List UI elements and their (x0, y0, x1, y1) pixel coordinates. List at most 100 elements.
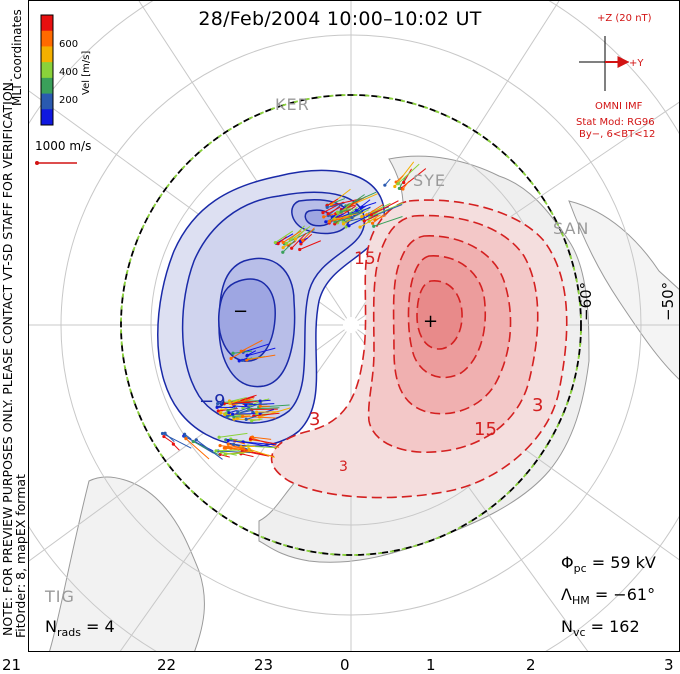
velocity-vector (337, 207, 351, 213)
site-label-tig: TIG (45, 587, 75, 606)
velocity-vector-origin (224, 411, 228, 416)
velocity-vector (275, 230, 294, 244)
velocity-vector-origin (251, 410, 255, 414)
velocity-vector (282, 230, 302, 243)
velocity-vector (249, 448, 275, 458)
stat-phi-sub: pc (573, 562, 587, 576)
velocity-vector (232, 413, 256, 415)
velocity-vector (234, 405, 251, 408)
velocity-vector-origin (236, 410, 240, 414)
colorbar-border (40, 14, 54, 126)
fit-order-note: FitOrder: 8, mapEX format (13, 474, 28, 638)
imf-y-label: +Y (629, 58, 644, 69)
velocity-vector (350, 210, 362, 215)
velocity-vector-origin (328, 219, 332, 223)
velocity-vector-origin (231, 351, 235, 355)
velocity-vector-origin (232, 415, 236, 419)
velocity-vector-origin (216, 409, 220, 413)
velocity-vector-origin (347, 224, 351, 228)
velocity-vector-origin (276, 242, 280, 246)
velocity-vector (364, 214, 379, 222)
velocity-vector (329, 215, 353, 222)
stat-radar-count: Nrads = 4 (45, 617, 115, 639)
velocity-vector (220, 445, 246, 449)
velocity-vector (233, 350, 253, 354)
velocity-vector-origin (194, 438, 198, 442)
velocity-vector-origin (255, 410, 259, 414)
velocity-colorbar (40, 14, 54, 126)
velocity-vector (228, 440, 245, 443)
velocity-vector-origin (184, 437, 188, 441)
velocity-vector (291, 232, 307, 249)
velocity-vector (395, 175, 404, 183)
reference-vector (35, 161, 77, 165)
imf-condition: By−, 6<BT<12 (579, 129, 656, 140)
velocity-vector-origin (250, 419, 254, 423)
velocity-vector (219, 432, 248, 438)
colorbar-tick-200: 200 (59, 95, 79, 106)
velocity-vector (327, 202, 345, 208)
velocity-vector-origin (383, 183, 387, 187)
velocity-vector-origin (232, 417, 236, 421)
velocity-vector (374, 202, 404, 216)
velocity-vector (250, 438, 277, 445)
velocity-vector-origin (248, 437, 253, 441)
velocity-vector-origin (244, 403, 248, 407)
velocity-vector (351, 211, 363, 219)
mlt-tick-label: 22 (157, 656, 177, 674)
velocity-vector (286, 225, 311, 244)
velocity-vector (327, 206, 341, 215)
velocity-vector-origin (281, 240, 285, 244)
velocity-vector (240, 453, 254, 458)
stat-lambda-value: = −61° (594, 585, 656, 604)
velocity-vector (373, 216, 403, 227)
velocity-vector-origin (362, 219, 366, 223)
stat-vector-count: Nvc = 162 (561, 617, 640, 639)
velocity-vector (277, 236, 287, 244)
imf-source: OMNI IMF (595, 101, 643, 112)
contour-label-pos3: 3 (339, 459, 348, 475)
velocity-vector-origin (218, 411, 223, 415)
velocity-vector-origin (325, 205, 329, 209)
velocity-vector (225, 447, 248, 451)
contour-label-pos5: 3 (532, 395, 544, 416)
velocity-vector-origin (226, 438, 230, 443)
velocity-vector (230, 349, 246, 359)
velocity-vector (196, 439, 223, 460)
site-label-san: SAN (553, 219, 590, 238)
velocity-vector-origin (281, 250, 285, 254)
velocity-vector-origin (228, 401, 232, 406)
stat-nvc-sub: vc (572, 626, 586, 640)
velocity-vector-origin (231, 442, 236, 446)
velocity-vector-origin (241, 414, 245, 419)
velocity-vector-origin (222, 402, 226, 406)
velocity-vector-origin (402, 180, 406, 185)
velocity-vector (251, 418, 263, 422)
velocity-vector (341, 208, 354, 213)
map-frame: KER SYE SAN TIG −9 15 3 3 15 3 − + −60° … (28, 0, 680, 652)
velocity-vector (326, 198, 339, 207)
colorbar-swatch (41, 46, 53, 63)
colorbar-label: Vel [m/s] (81, 50, 92, 95)
colorbar-tick-400: 400 (59, 67, 79, 78)
contour-label-pos4: 15 (474, 419, 497, 440)
site-label-ker: KER (275, 95, 310, 114)
velocity-vector (322, 201, 344, 214)
coast-right (568, 200, 679, 380)
mlt-tick-label: 3 (664, 656, 674, 674)
velocity-vector (369, 211, 379, 219)
colorbar-tick-600: 600 (59, 39, 79, 50)
velocity-vector (242, 415, 276, 419)
stat-nvc-value: = 162 (590, 617, 640, 636)
velocity-vector-origin (341, 222, 346, 226)
velocity-vector-origin (163, 431, 167, 435)
stat-nrads-symbol: N (45, 617, 57, 636)
velocity-vector-origin (237, 359, 241, 363)
velocity-vector-origin (214, 449, 218, 453)
velocity-vector (243, 343, 270, 353)
velocity-vector-origin (393, 184, 397, 189)
velocity-vector-origin (247, 447, 251, 451)
velocity-vector (246, 347, 276, 357)
velocity-vector-origin (284, 241, 288, 245)
velocity-vector-origin (227, 411, 231, 415)
